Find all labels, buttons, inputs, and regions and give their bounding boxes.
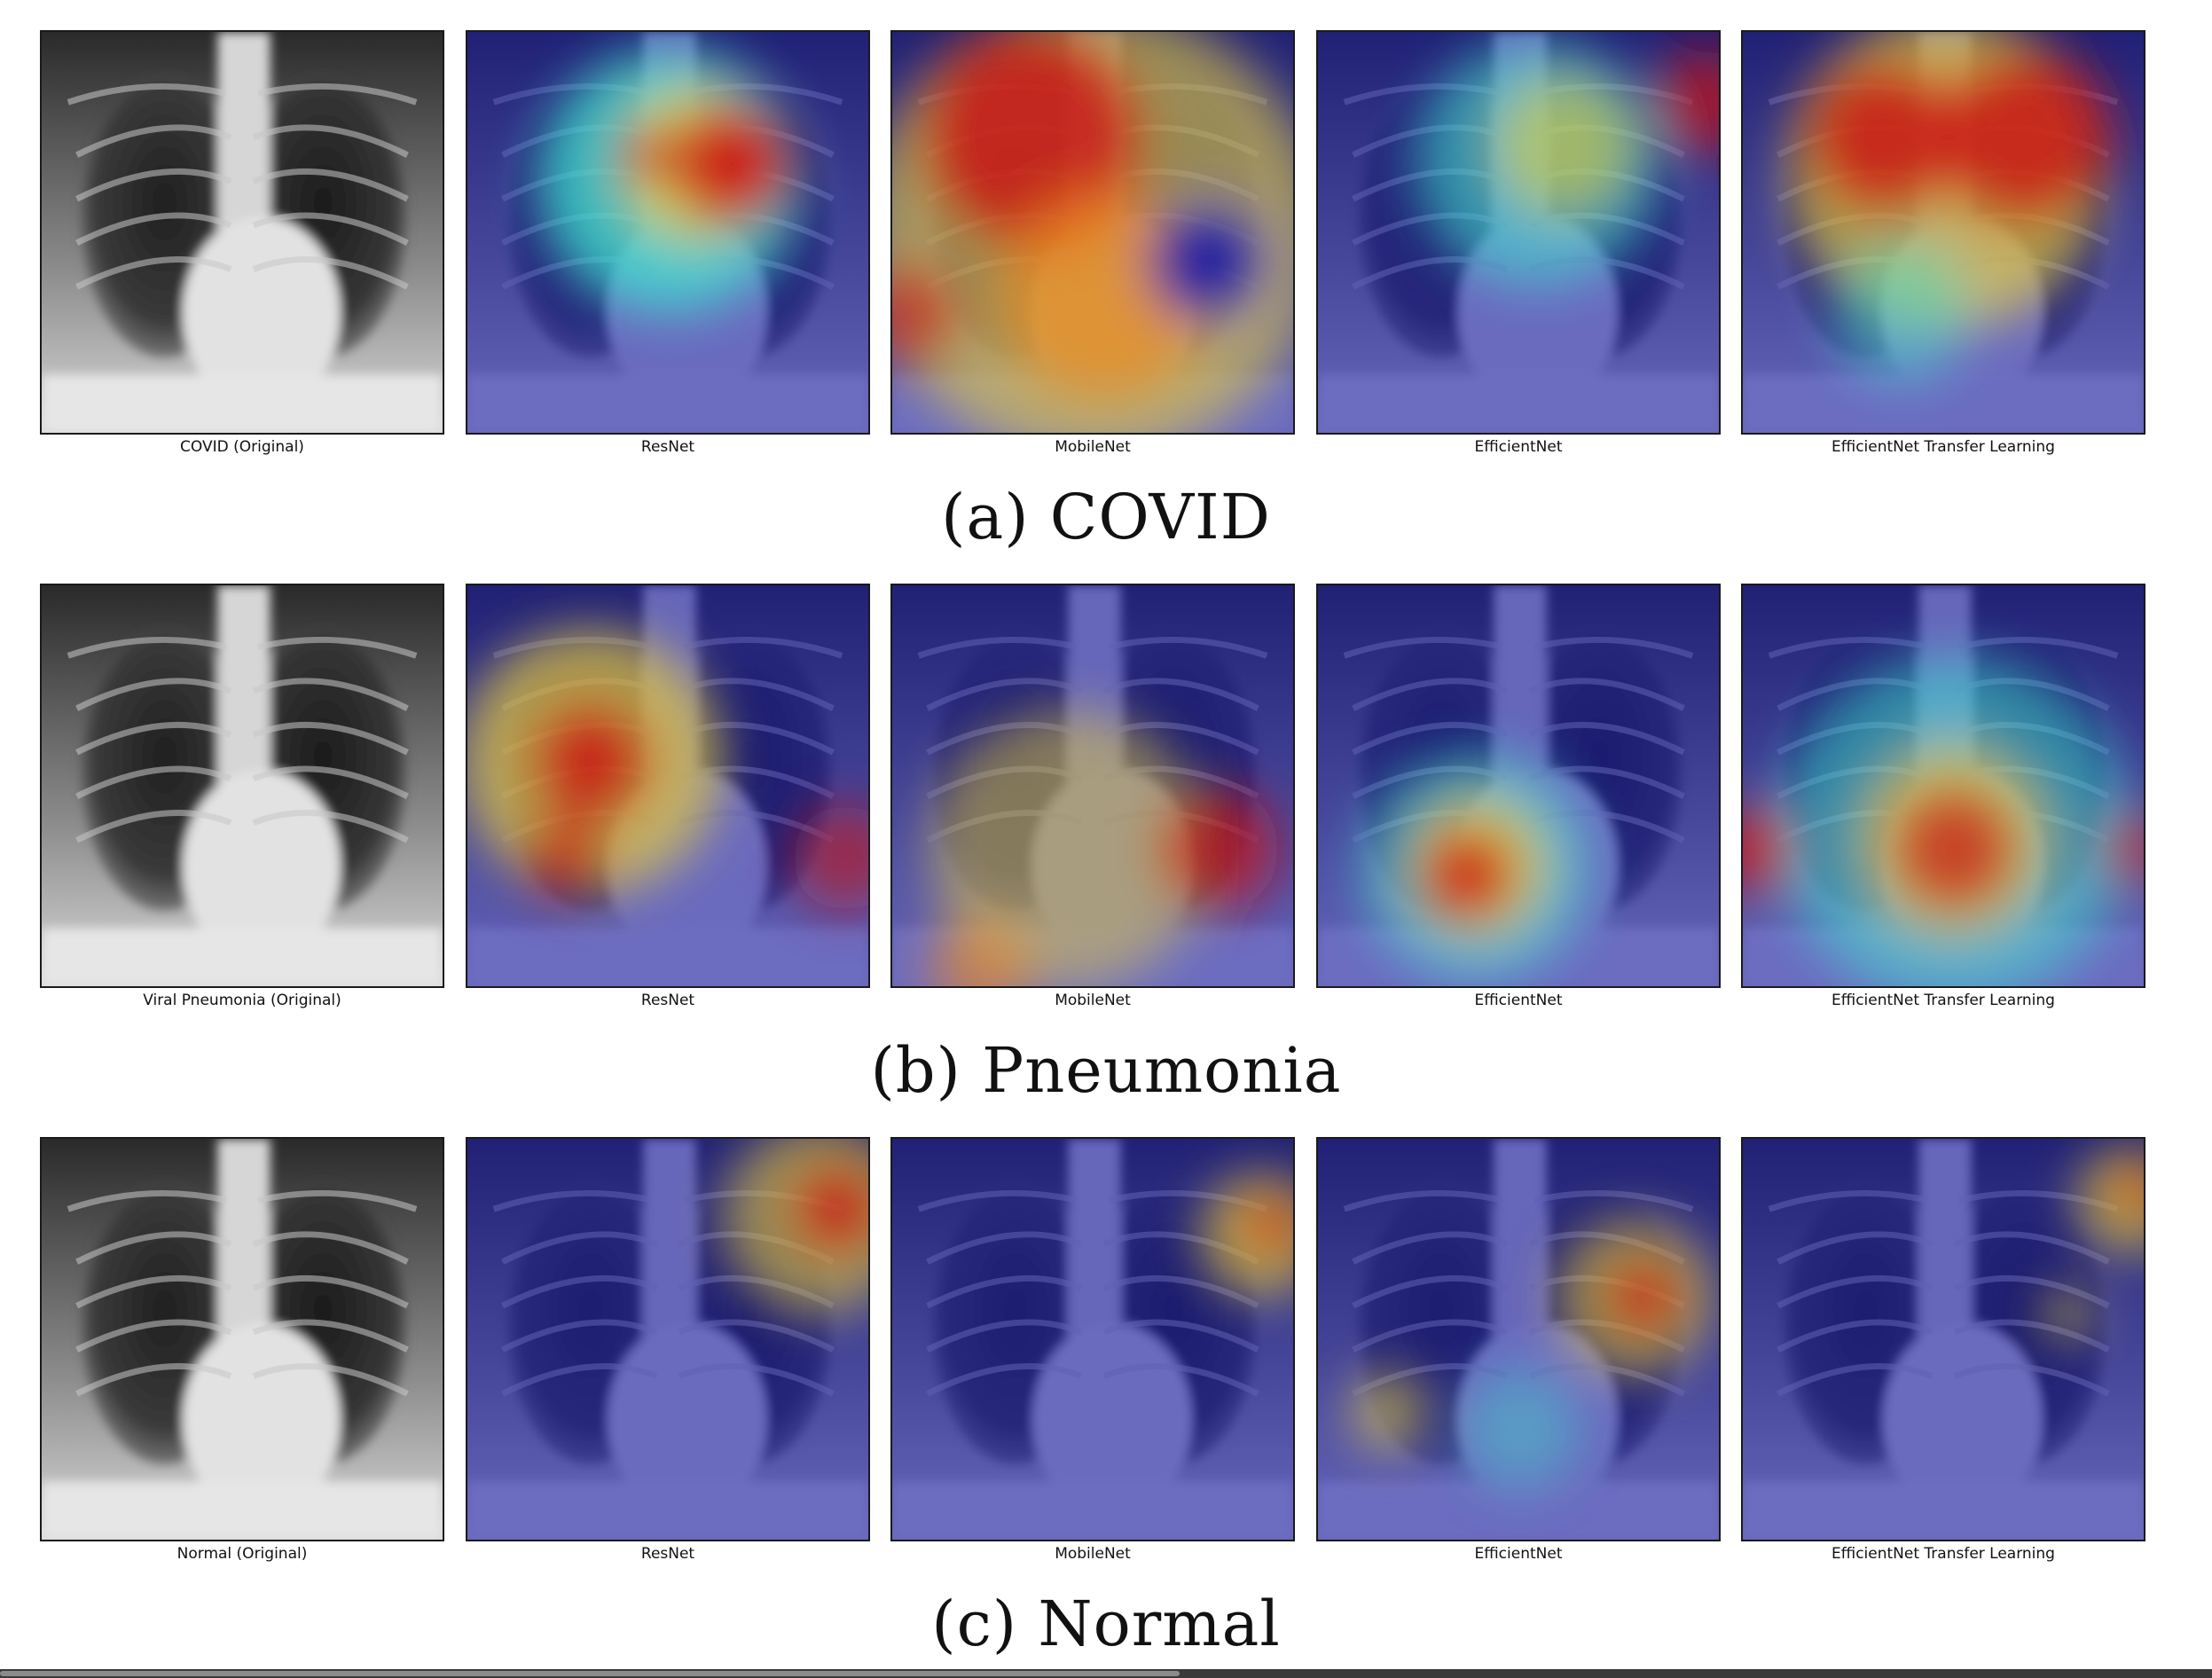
label-covid-mobilenet: MobileNet (1055, 438, 1131, 456)
image-covid-original (40, 30, 444, 435)
label-covid-efficientnet: EfficientNet (1474, 438, 1563, 456)
heatmap-pneumonia-efficientnet (1316, 584, 1721, 988)
label-covid-efficientnet-tl: EfficientNet Transfer Learning (1832, 438, 2055, 456)
caption-pneumonia: (b) Pneumonia (870, 1034, 1342, 1107)
label-normal-mobilenet: MobileNet (1055, 1545, 1131, 1563)
label-normal-resnet: ResNet (640, 1545, 695, 1563)
heatmap-normal-efficientnet (1316, 1137, 1721, 1541)
heatmap-pneumonia-resnet (466, 584, 870, 988)
image-normal-original (40, 1137, 444, 1541)
heatmap-covid-efficientnet-tl (1741, 30, 2145, 435)
label-normal-original: Normal (Original) (176, 1545, 308, 1563)
label-pneumonia-efficientnet: EfficientNet (1474, 992, 1563, 1009)
label-covid-resnet: ResNet (640, 438, 695, 456)
panel-covid: COVID (Original) ResNet (0, 30, 2212, 456)
label-normal-efficientnet: EfficientNet (1474, 1545, 1563, 1563)
label-normal-efficientnet-tl: EfficientNet Transfer Learning (1832, 1545, 2055, 1563)
heatmap-covid-mobilenet (890, 30, 1295, 435)
label-pneumonia-efficientnet-tl: EfficientNet Transfer Learning (1832, 992, 2055, 1009)
heatmap-normal-mobilenet (890, 1137, 1295, 1541)
heatmap-covid-resnet (466, 30, 870, 435)
label-covid-original: COVID (Original) (180, 438, 304, 456)
caption-normal: (c) Normal (931, 1588, 1281, 1660)
panel-normal: Normal (Original) ResNet (0, 1137, 2212, 1563)
heatmap-normal-efficientnet-tl (1741, 1137, 2145, 1541)
horizontal-scrollbar[interactable] (0, 1669, 2212, 1678)
label-pneumonia-mobilenet: MobileNet (1055, 992, 1131, 1009)
caption-covid: (a) COVID (941, 481, 1271, 553)
heatmap-pneumonia-efficientnet-tl (1741, 584, 2145, 988)
heatmap-pneumonia-mobilenet (890, 584, 1295, 988)
heatmap-normal-resnet (466, 1137, 870, 1541)
label-pneumonia-resnet: ResNet (640, 992, 695, 1009)
scrollbar-thumb[interactable] (0, 1671, 1180, 1676)
label-pneumonia-original: Viral Pneumonia (Original) (143, 992, 341, 1009)
panel-pneumonia: Viral Pneumonia (Original) ResNet (0, 584, 2212, 1009)
image-pneumonia-original (40, 584, 444, 988)
heatmap-covid-efficientnet (1316, 30, 1721, 435)
